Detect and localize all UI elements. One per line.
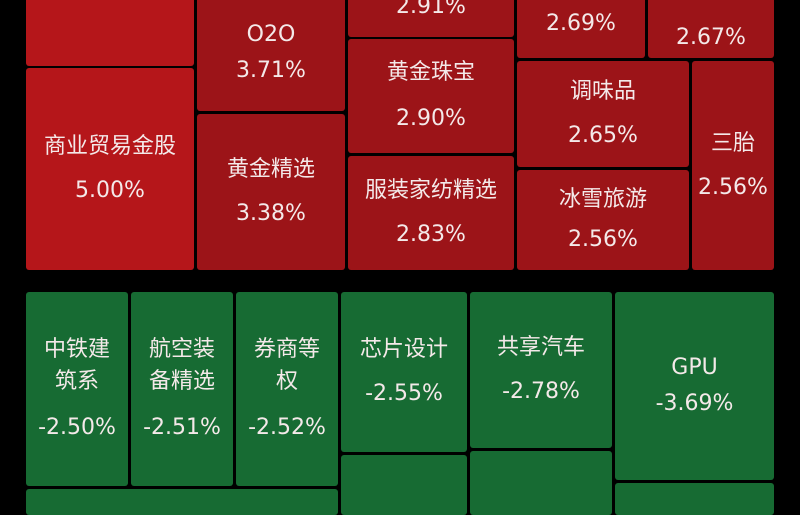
sector-change: -2.51% — [143, 414, 221, 440]
sector-change: 2.91% — [396, 0, 466, 20]
sector-tile-top-middle[interactable]: 2.91% — [348, 0, 514, 37]
sector-name-line2: 备精选 — [148, 369, 215, 395]
sector-change: -3.69% — [655, 391, 734, 416]
sector-tile-apparel-textile[interactable]: 服装家纺精选 2.83% — [348, 156, 514, 270]
sector-tile-snow-tourism[interactable]: 冰雪旅游 2.56% — [517, 170, 689, 270]
sector-tile-bottom-1[interactable] — [341, 455, 467, 515]
sector-tile-top-right-2[interactable]: 2.67% — [648, 0, 774, 58]
sector-tile-chip-design[interactable]: 芯片设计 -2.55% — [341, 292, 467, 452]
sector-name: 芯片设计 — [359, 337, 448, 363]
sector-change: -2.50% — [38, 414, 116, 440]
sector-tile-third-child[interactable]: 三胎 2.56% — [692, 61, 774, 270]
sector-change: 3.71% — [236, 57, 306, 83]
sector-change: 2.56% — [698, 174, 768, 200]
sector-name: 黄金珠宝 — [386, 60, 475, 86]
sector-change: 2.65% — [568, 123, 638, 148]
sector-tile-condiments[interactable]: 调味品 2.65% — [517, 61, 689, 167]
sector-name: GPU — [671, 355, 718, 381]
sector-tile-gpu[interactable]: GPU -3.69% — [615, 292, 774, 480]
sector-name: 商业贸易金股 — [43, 134, 176, 160]
sector-name-line1: 航空装 — [148, 337, 215, 363]
sector-change: 2.69% — [546, 11, 616, 37]
sector-name-line1: 中铁建 — [43, 337, 110, 363]
sector-tile-top-left[interactable] — [26, 0, 194, 66]
sector-name-line2: 筑系 — [54, 369, 99, 395]
sector-tile-car-sharing[interactable]: 共享汽车 -2.78% — [470, 292, 612, 448]
sector-name: 共享汽车 — [496, 335, 585, 361]
sector-tile-bottom-3[interactable] — [615, 483, 774, 515]
sector-change: 2.83% — [396, 222, 466, 247]
sector-name-line2: 权 — [275, 369, 298, 395]
sector-tile-brokers[interactable]: 券商等 权 -2.52% — [236, 292, 338, 486]
sector-tile-gold-select[interactable]: 黄金精选 3.38% — [197, 114, 345, 270]
sector-change: -2.55% — [365, 381, 443, 406]
sector-change: -2.52% — [248, 414, 326, 440]
sector-tile-top-right-1[interactable]: 2.69% — [517, 0, 645, 58]
sector-change: 2.67% — [676, 25, 746, 51]
sector-name-line1: 券商等 — [253, 337, 320, 363]
sector-name: 调味品 — [569, 79, 636, 105]
sector-tile-aviation-equipment[interactable]: 航空装 备精选 -2.51% — [131, 292, 233, 486]
sector-tile-o2o[interactable]: O2O 3.71% — [197, 0, 345, 111]
sector-name: 冰雪旅游 — [558, 187, 647, 213]
sector-tile-bottom-2[interactable] — [470, 451, 612, 515]
sector-name: 三胎 — [710, 130, 755, 156]
sector-change: 2.90% — [396, 106, 466, 131]
sector-change: 2.56% — [568, 227, 638, 252]
sector-tile-commerce-trade[interactable]: 商业贸易金股 5.00% — [26, 68, 194, 270]
sector-tile-crcc[interactable]: 中铁建 筑系 -2.50% — [26, 292, 128, 486]
sector-change: 5.00% — [75, 178, 145, 203]
sector-change: 3.38% — [236, 201, 306, 226]
sector-tile-gold-jewelry[interactable]: 黄金珠宝 2.90% — [348, 39, 514, 153]
sector-name: 黄金精选 — [226, 157, 315, 183]
sector-change: -2.78% — [502, 379, 580, 404]
sector-name: 服装家纺精选 — [364, 178, 497, 204]
sector-name: O2O — [246, 21, 296, 47]
sector-tile-bottom-4[interactable] — [26, 489, 338, 515]
